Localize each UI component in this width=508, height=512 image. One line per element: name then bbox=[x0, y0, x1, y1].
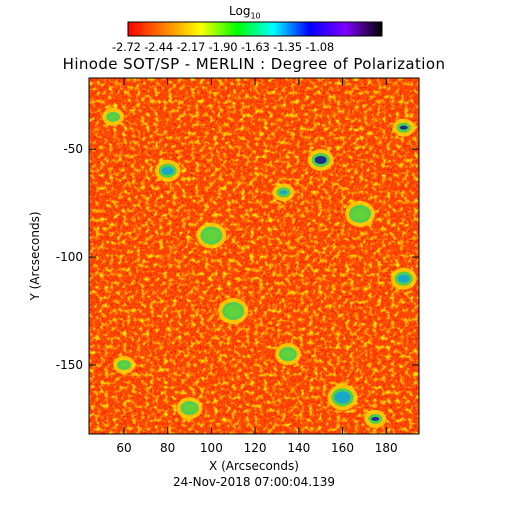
bright-patch bbox=[371, 416, 380, 421]
y-axis-ticks: -50 -100 -150 bbox=[56, 142, 419, 372]
plot-frame bbox=[88, 77, 420, 435]
plot-title: Hinode SOT/SP - MERLIN : Degree of Polar… bbox=[62, 55, 446, 73]
bright-patch bbox=[225, 305, 242, 318]
x-tick-label: 80 bbox=[160, 441, 175, 455]
y-tick-label: -50 bbox=[63, 142, 83, 156]
bright-patch bbox=[351, 207, 368, 220]
bright-patch bbox=[399, 125, 408, 130]
x-tick-label: 160 bbox=[331, 441, 354, 455]
bright-patch bbox=[314, 155, 327, 164]
x-tick-label: 60 bbox=[116, 441, 131, 455]
bright-patches bbox=[102, 107, 417, 428]
x-tick-label: 140 bbox=[287, 441, 310, 455]
bright-patch bbox=[397, 274, 410, 283]
x-tick-label: 120 bbox=[244, 441, 267, 455]
x-axis-ticks: 60 80 100 120 140 160 180 bbox=[116, 78, 398, 455]
bright-patch bbox=[161, 166, 174, 175]
bright-patch bbox=[183, 404, 196, 413]
colorbar bbox=[127, 21, 383, 37]
bright-patch bbox=[119, 362, 128, 367]
timestamp-footer: 24-Nov-2018 07:00:04.139 bbox=[173, 475, 335, 489]
x-axis-label: X (Arcseconds) bbox=[209, 459, 299, 473]
bright-patch bbox=[109, 114, 118, 119]
y-tick-label: -100 bbox=[56, 250, 83, 264]
bright-patch bbox=[281, 350, 294, 359]
x-tick-label: 100 bbox=[200, 441, 223, 455]
bright-patch bbox=[203, 229, 220, 242]
colorbar-title: Log10 bbox=[229, 4, 261, 21]
y-tick-label: -150 bbox=[56, 358, 83, 372]
heatmap-image bbox=[89, 78, 419, 434]
bright-patch bbox=[279, 190, 288, 195]
heatmap-texture bbox=[89, 78, 419, 434]
x-tick-label: 180 bbox=[375, 441, 398, 455]
bright-patch bbox=[334, 391, 351, 404]
y-axis-label: Y (Arcseconds) bbox=[28, 211, 42, 301]
colorbar-tick-labels: -2.72 -2.44 -2.17 -1.90 -1.63 -1.35 -1.0… bbox=[112, 40, 335, 54]
